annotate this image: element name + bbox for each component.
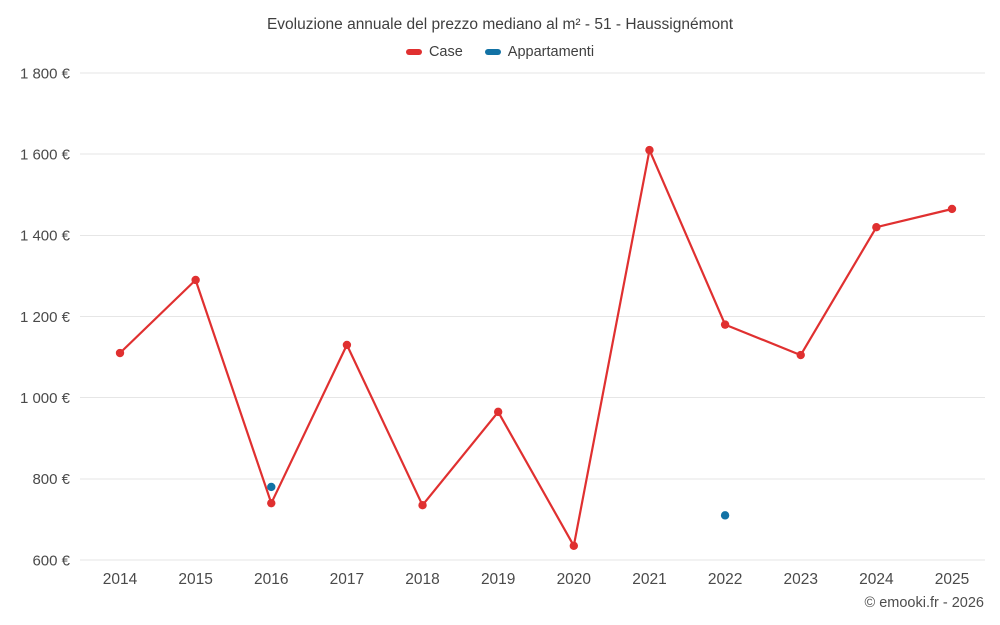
svg-text:2014: 2014 — [103, 571, 138, 588]
svg-text:2018: 2018 — [405, 571, 439, 588]
svg-text:2015: 2015 — [178, 571, 212, 588]
legend-item-case[interactable]: Case — [405, 44, 463, 60]
svg-text:800 €: 800 € — [32, 471, 70, 488]
svg-text:2025: 2025 — [935, 571, 969, 588]
svg-text:2021: 2021 — [632, 571, 666, 588]
svg-text:2017: 2017 — [330, 571, 364, 588]
svg-text:2024: 2024 — [859, 571, 894, 588]
svg-text:2016: 2016 — [254, 571, 288, 588]
case-series-swatch-icon — [405, 49, 422, 55]
legend-item-appartamenti[interactable]: Appartamenti — [484, 44, 595, 60]
svg-text:2019: 2019 — [481, 571, 515, 588]
legend-label-appartamenti: Appartamenti — [507, 44, 595, 60]
svg-text:2022: 2022 — [708, 571, 742, 588]
svg-text:600 €: 600 € — [32, 552, 70, 569]
svg-text:2020: 2020 — [557, 571, 592, 588]
svg-text:1 200 €: 1 200 € — [20, 309, 71, 326]
legend-label-case: Case — [428, 44, 463, 60]
svg-text:1 400 €: 1 400 € — [20, 228, 71, 245]
svg-text:1 600 €: 1 600 € — [20, 146, 71, 163]
chart-title: Evoluzione annuale del prezzo mediano al… — [266, 16, 734, 33]
svg-text:2023: 2023 — [783, 571, 817, 588]
svg-text:1 800 €: 1 800 € — [20, 65, 71, 82]
svg-text:1 000 €: 1 000 € — [20, 390, 71, 407]
legend: Case Appartamenti — [0, 44, 1000, 60]
appartamenti-series-swatch-icon — [484, 49, 501, 55]
copyright: © emooki.fr - 2026 — [864, 595, 984, 611]
